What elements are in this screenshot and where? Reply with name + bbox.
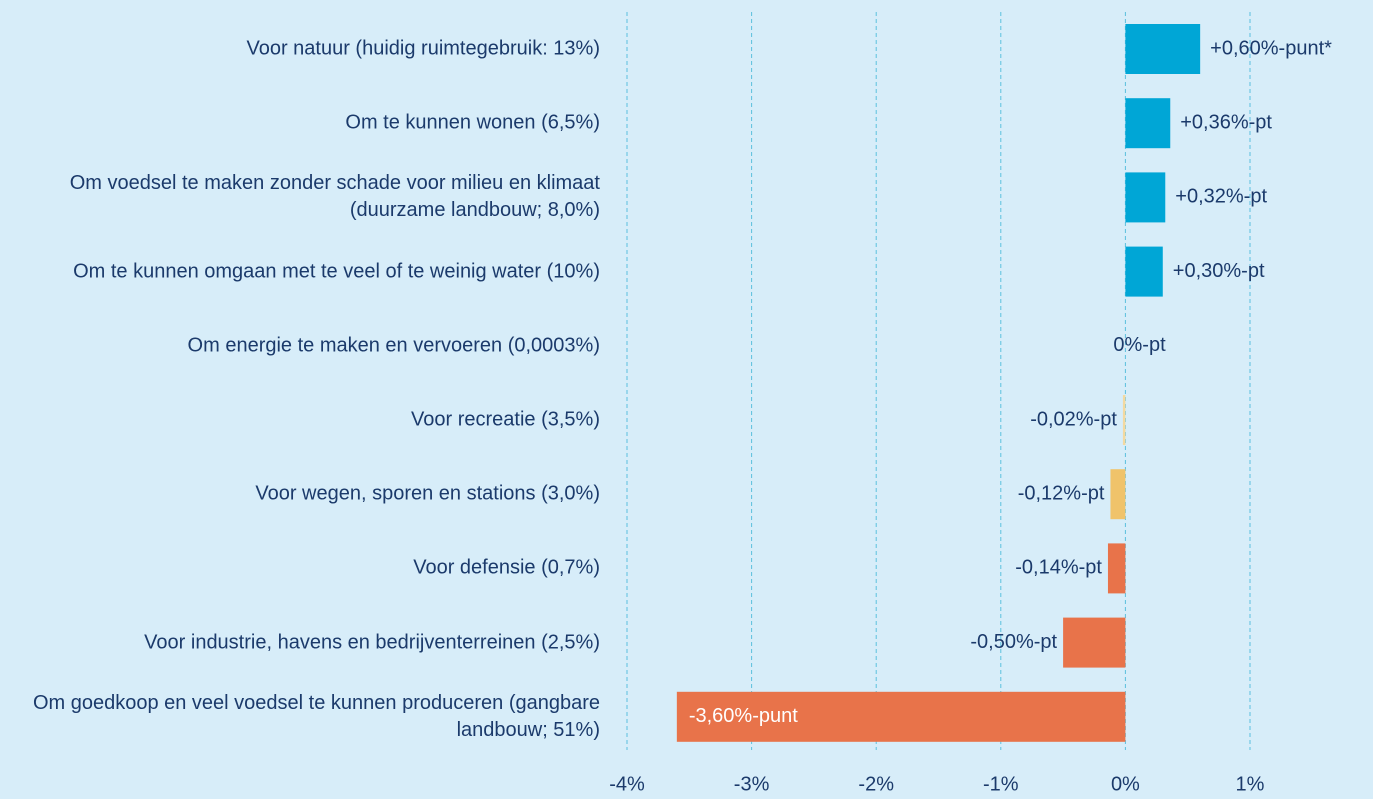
- category-label: Voor industrie, havens en bedrijventerre…: [144, 631, 600, 654]
- value-label: +0,32%-pt: [1175, 186, 1267, 208]
- bar: [1125, 246, 1163, 297]
- value-label: 0%-pt: [1113, 334, 1166, 356]
- category-label: Om te kunnen omgaan met te veel of te we…: [73, 260, 600, 283]
- value-label: -0,12%-pt: [1018, 482, 1105, 504]
- x-tick-label: -3%: [734, 773, 770, 795]
- category-label: Voor natuur (huidig ruimtegebruik: 13%): [246, 37, 600, 60]
- bar: [1110, 469, 1126, 520]
- bar: [1107, 543, 1126, 594]
- x-tick-label: -2%: [858, 773, 894, 795]
- bar: [1125, 172, 1166, 223]
- value-label: -0,02%-pt: [1030, 408, 1117, 430]
- bar: [676, 691, 1126, 742]
- category-label: Om energie te maken en vervoeren (0,0003…: [187, 334, 600, 357]
- value-label: +0,36%-pt: [1180, 111, 1272, 133]
- x-tick-label: 1%: [1236, 773, 1265, 795]
- value-label: -0,14%-pt: [1015, 557, 1102, 579]
- value-label: -3,60%-punt: [689, 705, 798, 727]
- bar: [1122, 395, 1126, 445]
- category-label: Om te kunnen wonen (6,5%): [345, 111, 600, 134]
- bar: [1125, 24, 1201, 74]
- value-label: +0,30%-pt: [1173, 260, 1265, 282]
- value-label: +0,60%-punt*: [1210, 37, 1332, 59]
- x-tick-label: 0%: [1111, 773, 1140, 795]
- value-label: -0,50%-pt: [970, 631, 1057, 653]
- category-label: Om goedkoop en veel voedsel te kunnen pr…: [32, 691, 600, 741]
- x-tick-label: -4%: [609, 773, 645, 795]
- category-label: Voor defensie (0,7%): [413, 556, 600, 579]
- category-label: Voor recreatie (3,5%): [411, 408, 600, 431]
- bar: [1125, 98, 1171, 149]
- bar: [1063, 617, 1126, 668]
- x-tick-label: -1%: [983, 773, 1019, 795]
- category-label: Om voedsel te maken zonder schade voor m…: [69, 172, 600, 222]
- category-label: Voor wegen, sporen en stations (3,0%): [255, 482, 600, 505]
